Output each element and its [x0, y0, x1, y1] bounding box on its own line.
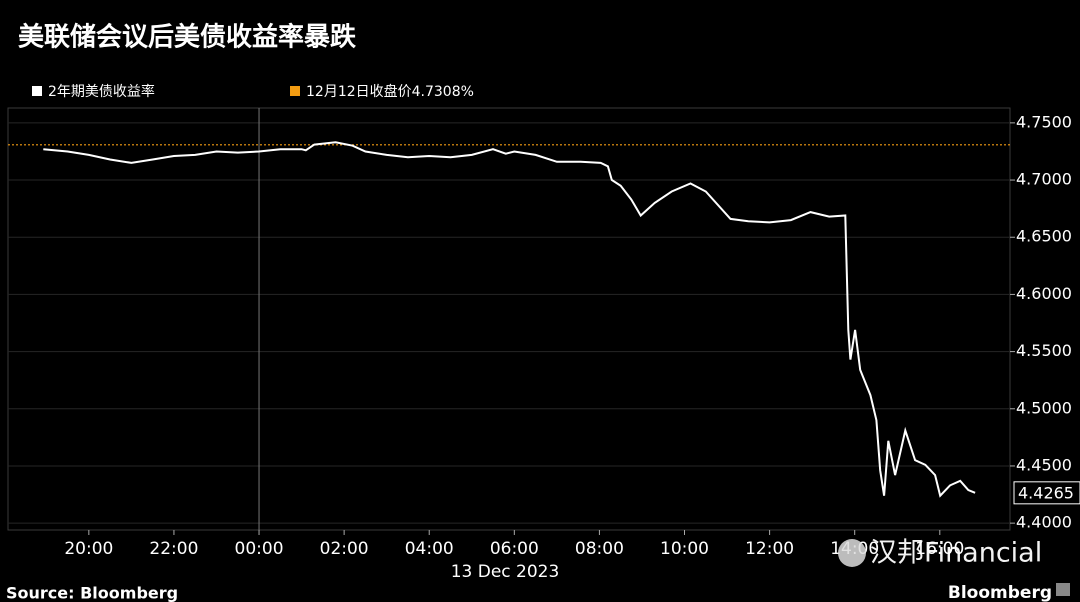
legend-swatch — [290, 86, 300, 96]
y-tick-label: 4.5000 — [1016, 398, 1072, 417]
y-tick-label: 4.7000 — [1016, 170, 1072, 189]
x-tick-label: 00:00 — [235, 539, 284, 559]
y-tick-label: 4.4500 — [1016, 455, 1072, 474]
legend-label: 2年期美债收益率 — [48, 83, 155, 100]
watermark-icon — [838, 539, 866, 567]
x-tick-label: 06:00 — [490, 539, 539, 559]
y-tick-label: 4.7500 — [1016, 112, 1072, 131]
last-value-label: 4.4265 — [1018, 483, 1074, 502]
x-tick-label: 08:00 — [575, 539, 624, 559]
y-tick-label: 4.4000 — [1016, 513, 1072, 532]
legend-swatch — [32, 86, 42, 96]
x-tick-label: 20:00 — [64, 539, 113, 559]
brand-icon — [1056, 583, 1070, 596]
x-tick-label: 10:00 — [660, 539, 709, 559]
y-tick-label: 4.6000 — [1016, 284, 1072, 303]
chart-title: 美联储会议后美债收益率暴跌 — [18, 22, 356, 53]
plot-frame — [7, 107, 1011, 531]
brand: Bloomberg — [948, 583, 1052, 602]
x-axis-label: 13 Dec 2023 — [451, 562, 560, 582]
x-tick-label: 04:00 — [405, 539, 454, 559]
x-tick-label: 02:00 — [320, 539, 369, 559]
x-tick-label: 12:00 — [745, 539, 794, 559]
watermark: 汉邦Financial — [870, 538, 1042, 569]
y-tick-label: 4.6500 — [1016, 227, 1072, 246]
series-line — [43, 141, 976, 498]
legend-label: 12月12日收盘价4.7308% — [306, 83, 474, 100]
y-tick-label: 4.5500 — [1016, 341, 1072, 360]
last-value-box — [1013, 481, 1080, 505]
x-tick-label: 22:00 — [149, 539, 198, 559]
x-tick-label: 16:00 — [915, 539, 964, 559]
source: Source: Bloomberg — [6, 584, 178, 602]
